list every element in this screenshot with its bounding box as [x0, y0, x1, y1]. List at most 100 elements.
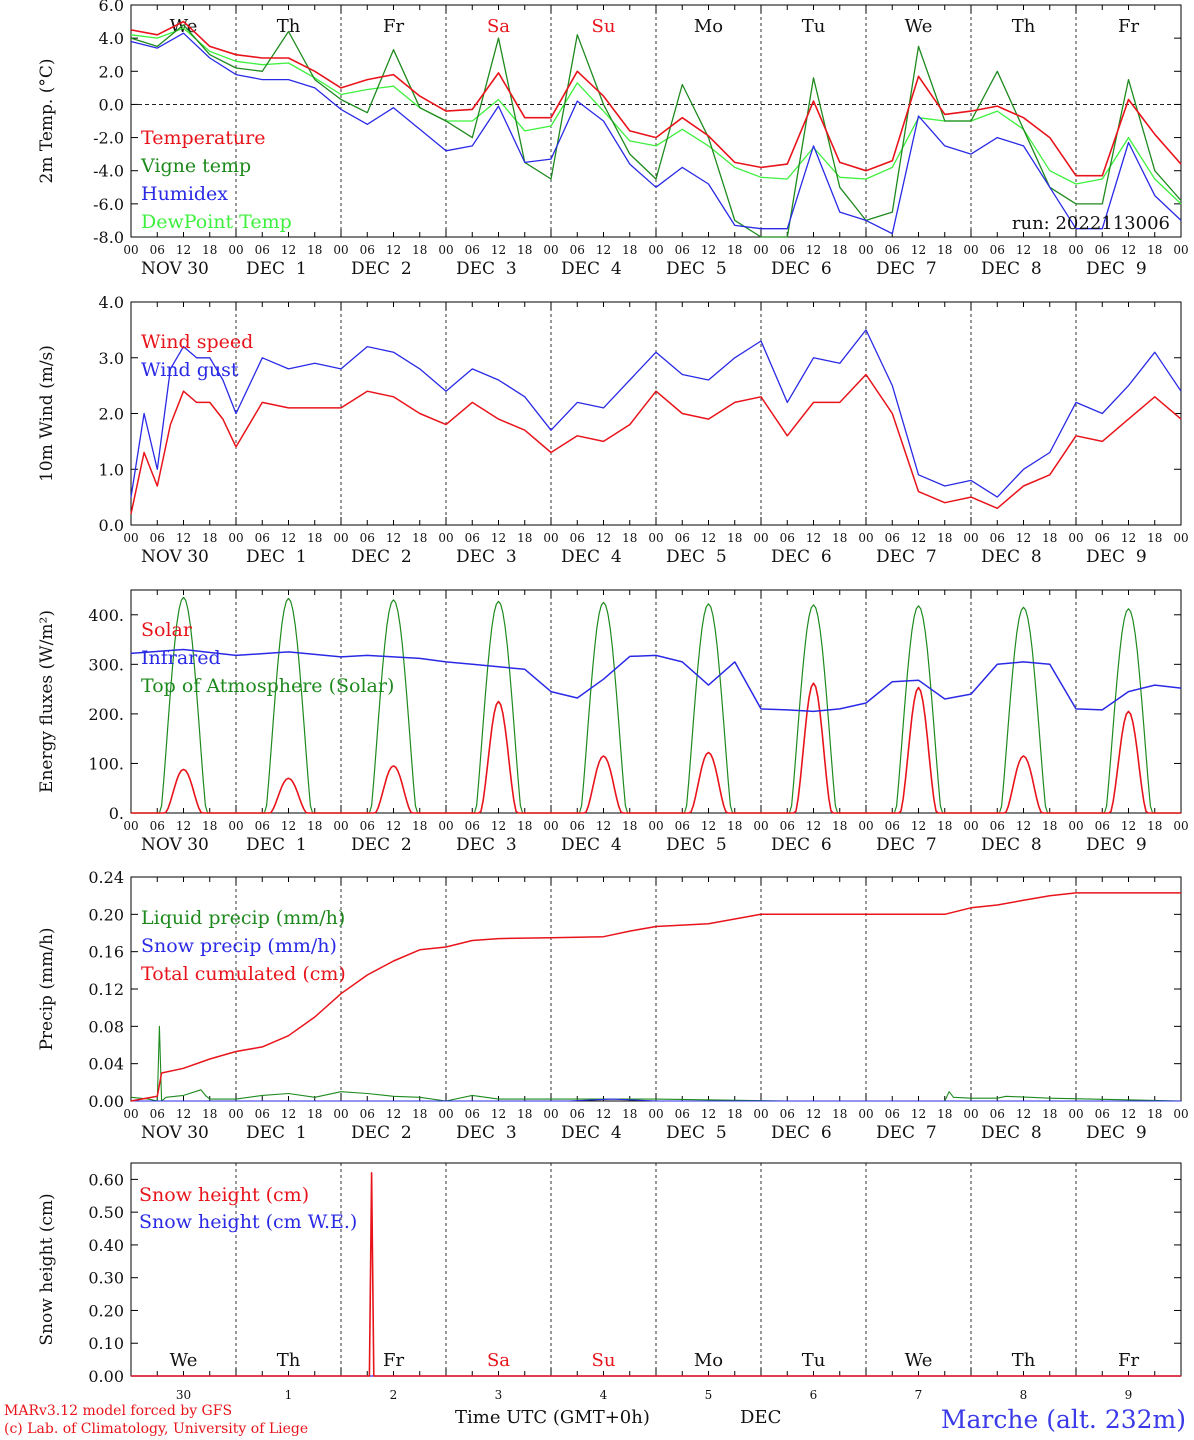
hour-tick-label: 00 [333, 1107, 348, 1121]
hour-tick-label: 00 [858, 531, 873, 545]
y-tick-label: 0.60 [88, 1170, 124, 1189]
hour-tick-label: 18 [307, 243, 322, 257]
hour-tick-label: 12 [596, 819, 611, 833]
hour-tick-label: 18 [202, 1107, 217, 1121]
date-label: DEC 3 [456, 547, 517, 567]
hour-tick-label: 00 [438, 1107, 453, 1121]
hour-tick-label: 18 [727, 1107, 742, 1121]
date-label: DEC 4 [561, 259, 622, 279]
series-infrared-line [130, 648, 1182, 713]
y-tick-label: 0.00 [88, 1367, 124, 1386]
hour-tick-label: 06 [255, 819, 270, 833]
hour-tick-label: 06 [570, 243, 585, 257]
series-temperature-line [130, 20, 1182, 177]
panel-3: 00 06 12 18 00 06 12 18 00 06 12 18 00 06 12 18 00 06 12 18… [37, 589, 1189, 855]
weekday-label: Th [277, 1350, 301, 1371]
hour-tick-label: 06 [780, 531, 795, 545]
date-label: DEC 3 [456, 1123, 517, 1143]
hour-tick-label: 00 [858, 243, 873, 257]
hour-tick-label: 06 [465, 1107, 480, 1121]
panel-5: 0.00 0.10 0.20 0.30 0.40 0.50 0.60 Snow height … [37, 1162, 1182, 1402]
hour-tick-label: 18 [202, 243, 217, 257]
legend-entry: DewPoint Temp [141, 211, 292, 233]
date-label: NOV 30 [141, 259, 209, 279]
y-tick-label: 0.30 [88, 1269, 124, 1288]
y-tick-label: 200. [88, 705, 124, 724]
hour-tick-label: 18 [307, 1107, 322, 1121]
y-tick-label: 100. [88, 754, 124, 773]
y-tick-label: 4.0 [99, 293, 124, 312]
y-tick-label: 0.10 [88, 1334, 124, 1353]
hour-tick-label: 00 [753, 1107, 768, 1121]
hour-tick-label: 12 [701, 243, 716, 257]
plot-frame [130, 589, 1182, 814]
hour-tick-label: 00 [543, 1107, 558, 1121]
panel-4: 00 06 12 18 00 06 12 18 00 06 12 18 00 06 12 18 00 06 12 18… [37, 868, 1189, 1143]
hour-tick-label: 12 [386, 819, 401, 833]
hour-tick-label: 00 [648, 1107, 663, 1121]
hour-tick-label: 06 [255, 1107, 270, 1121]
hour-tick-label: 12 [386, 243, 401, 257]
hour-tick-label: 00 [333, 819, 348, 833]
hour-tick-label: 06 [465, 243, 480, 257]
y-axis-label: Precip (mm/h) [37, 927, 57, 1050]
y-tick-label: 0.00 [88, 1092, 124, 1111]
hour-tick-label: 18 [1147, 1107, 1162, 1121]
hour-tick-label: 06 [360, 819, 375, 833]
hour-tick-label: 12 [281, 1107, 296, 1121]
y-tick-label: 1.0 [99, 460, 124, 479]
hour-tick-label: 00 [438, 243, 453, 257]
hour-tick-label: 12 [386, 531, 401, 545]
hour-tick-label: 18 [517, 531, 532, 545]
hour-tick-label: 18 [202, 819, 217, 833]
weekday-label: Th [1012, 1350, 1036, 1371]
legend-entry: Infrared [141, 647, 221, 669]
hour-tick-label: 00 [648, 819, 663, 833]
hour-tick-label: 00 [1173, 531, 1188, 545]
hour-tick-label: 06 [150, 531, 165, 545]
day-number-label: 4 [600, 1388, 608, 1402]
y-tick-label: 0.0 [99, 516, 124, 535]
hour-tick-label: 00 [963, 243, 978, 257]
legend-entry: Wind speed [141, 331, 253, 353]
date-label: DEC 2 [351, 1123, 412, 1143]
date-label: DEC 7 [876, 1123, 937, 1143]
y-tick-label: 0.24 [88, 868, 124, 887]
hour-tick-label: 18 [307, 819, 322, 833]
hour-tick-label: 00 [753, 531, 768, 545]
y-tick-label: 2.0 [99, 62, 124, 81]
hour-tick-label: 12 [176, 243, 191, 257]
hour-tick-label: 00 [1173, 819, 1188, 833]
date-label: DEC 6 [771, 1123, 832, 1143]
y-tick-label: 0.16 [88, 943, 124, 962]
date-label: DEC 2 [351, 259, 412, 279]
y-tick-label: 4.0 [99, 29, 124, 48]
hour-tick-label: 18 [412, 531, 427, 545]
hour-tick-label: 06 [1095, 819, 1110, 833]
hour-tick-label: 06 [675, 243, 690, 257]
series-snow-height-line [131, 1172, 1181, 1377]
weekday-label: Sa [487, 16, 510, 37]
series-wind-gust-line [130, 329, 1182, 498]
legend-entry: Solar [141, 619, 193, 641]
hour-tick-label: 00 [438, 531, 453, 545]
date-label: DEC 2 [351, 835, 412, 855]
y-axis-label: 2m Temp. (°C) [37, 58, 57, 183]
weekday-label: Sa [487, 1350, 510, 1371]
date-label: DEC 8 [981, 1123, 1042, 1143]
hour-tick-label: 12 [176, 1107, 191, 1121]
hour-tick-label: 00 [963, 531, 978, 545]
hour-tick-label: 06 [570, 531, 585, 545]
hour-tick-label: 18 [1147, 819, 1162, 833]
hour-tick-label: 06 [1095, 1107, 1110, 1121]
y-tick-label: 0.40 [88, 1236, 124, 1255]
date-label: DEC 3 [456, 259, 517, 279]
legend-entry: Vigne temp [140, 155, 251, 177]
hour-tick-label: 06 [780, 243, 795, 257]
hour-tick-label: 18 [727, 819, 742, 833]
meteogram-panels: 00 06 12 18 00 06 12 18 00 06 12 18 00 06 12 18 00 06 12 18… [37, 0, 1189, 1402]
hour-tick-label: 06 [465, 819, 480, 833]
hour-tick-label: 00 [648, 531, 663, 545]
hour-tick-label: 12 [491, 531, 506, 545]
y-tick-label: 0. [109, 804, 124, 823]
